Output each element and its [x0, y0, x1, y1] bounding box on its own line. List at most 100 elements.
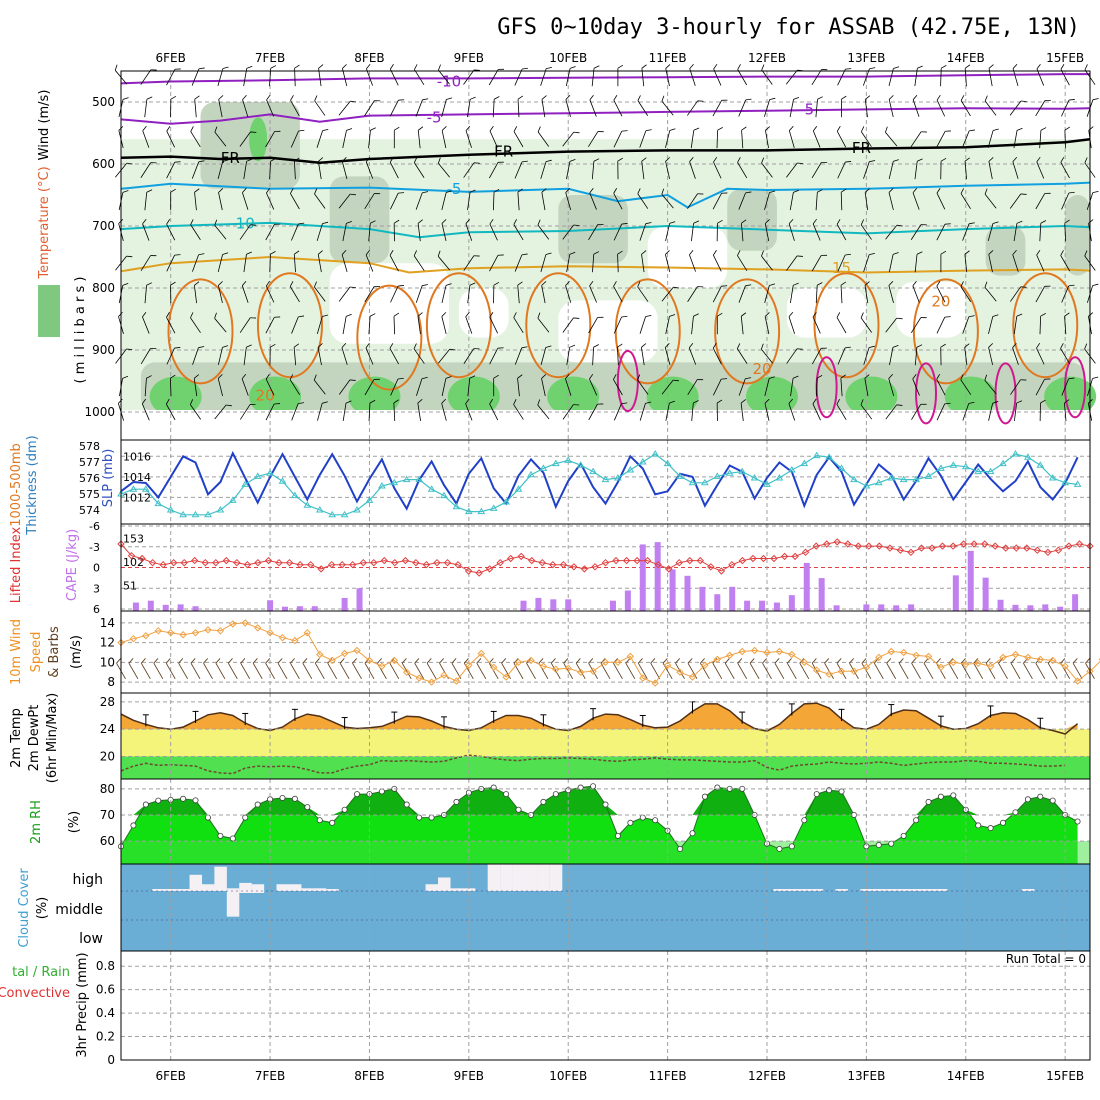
wind-barb	[565, 66, 576, 87]
wind-barb	[467, 282, 476, 304]
slp-tick-label: 1016	[123, 450, 151, 463]
lifted-index-point	[844, 540, 852, 548]
wind-barb	[639, 314, 652, 334]
thickness-point	[614, 474, 622, 481]
cloud-high-bar	[164, 889, 178, 891]
wind-barb	[565, 280, 572, 303]
wind-barb	[641, 157, 647, 180]
wind-barb	[290, 658, 300, 680]
rh2m-point	[788, 843, 795, 850]
wind-barb	[815, 282, 823, 304]
thickness-point	[887, 474, 896, 481]
x-tick-label-bottom: 13FEB	[847, 1069, 885, 1083]
rh2m-point	[937, 793, 944, 800]
wind-speed-point	[688, 673, 697, 681]
wind-barb	[984, 281, 997, 302]
wind-barb	[984, 374, 997, 395]
lifted-index-point	[591, 563, 599, 571]
wind-barb	[762, 658, 772, 680]
wind-barb	[948, 658, 959, 680]
rh-clear-patch	[786, 288, 867, 338]
thickness-point	[1011, 450, 1020, 457]
wind-barb	[888, 374, 895, 396]
wind-barb	[170, 95, 177, 118]
wind-barb	[140, 255, 157, 272]
thickness-point	[253, 472, 262, 479]
wind-barb	[144, 282, 153, 304]
slp-line	[120, 450, 1079, 511]
wind-barb	[864, 95, 871, 118]
thickness-point	[502, 498, 510, 505]
wind-barb	[170, 281, 176, 304]
wind-barb	[540, 66, 552, 86]
wind-barb	[650, 658, 661, 680]
wind-barb	[761, 157, 773, 178]
rh2m-point	[813, 791, 820, 798]
temp-tick-label: 24	[100, 722, 115, 736]
wind-barb	[740, 312, 747, 335]
wind-barb	[513, 126, 524, 148]
rh-high-blob	[745, 376, 798, 417]
wind-barb	[517, 95, 524, 118]
lifted-index-point	[1033, 546, 1042, 554]
cape-bar	[177, 604, 184, 611]
wind-barb	[265, 223, 281, 241]
isotherm-label: -5	[427, 109, 442, 127]
lifted-index-point	[549, 560, 557, 569]
x-tick-label-bottom: 10FEB	[549, 1069, 587, 1083]
wind-barb	[936, 374, 946, 396]
lifted-index-point	[875, 542, 884, 550]
wind-barb	[401, 658, 412, 680]
wind-barb	[936, 130, 951, 148]
cloud-high-bar	[313, 888, 327, 891]
wind-barb	[415, 284, 428, 303]
wind-barb	[243, 344, 252, 366]
wind-speed-point	[763, 648, 771, 657]
lifted-index-point	[801, 548, 810, 557]
lifted-index-point	[485, 565, 494, 573]
rh-high-blob	[447, 376, 500, 417]
wind-barb	[441, 126, 447, 149]
wind-ylabel-units: (m/s)	[69, 635, 84, 669]
wind-barb	[314, 188, 326, 209]
wind-barb	[566, 344, 576, 366]
thickness-point	[986, 467, 995, 475]
wind-barb	[811, 658, 822, 680]
wind-speed-point	[937, 663, 945, 672]
thickness-point	[738, 467, 747, 475]
rh2m-point	[155, 797, 162, 804]
rh-clear-patch	[458, 288, 509, 338]
wind-barb	[812, 218, 821, 241]
wind-barb	[888, 95, 894, 118]
wind-barb	[637, 188, 649, 209]
wind-barb	[738, 377, 752, 396]
wind-barb	[1061, 99, 1075, 117]
wind-speed-point	[527, 656, 535, 665]
thickness-point	[837, 464, 846, 471]
wind-barb	[144, 375, 152, 397]
rh2m-point	[540, 798, 547, 805]
isotherm-20-loop	[167, 278, 234, 385]
lifted-index-point	[254, 558, 262, 567]
rh2m-point	[354, 791, 361, 798]
cloud-high-bar	[910, 889, 923, 891]
wind-barb	[741, 126, 747, 149]
rh2m-point	[329, 819, 336, 826]
thickness-point	[303, 501, 312, 508]
thickness-point	[390, 478, 399, 486]
cape-bar	[788, 595, 795, 611]
cape-bar	[520, 600, 527, 611]
rh2m-point	[925, 798, 932, 805]
wind-barb	[317, 157, 324, 180]
thickness-point	[191, 510, 200, 518]
cloud-middle-bar	[226, 891, 240, 917]
thickness-point	[278, 477, 287, 484]
thickness-point	[626, 466, 635, 473]
lifted-index-point	[675, 558, 683, 567]
wind-barb	[984, 188, 997, 209]
lifted-index-point	[243, 560, 252, 569]
wind-barb	[451, 658, 462, 680]
cloud-high-bar	[835, 889, 849, 891]
wind-barb	[413, 157, 425, 178]
thickness-point	[241, 480, 250, 487]
